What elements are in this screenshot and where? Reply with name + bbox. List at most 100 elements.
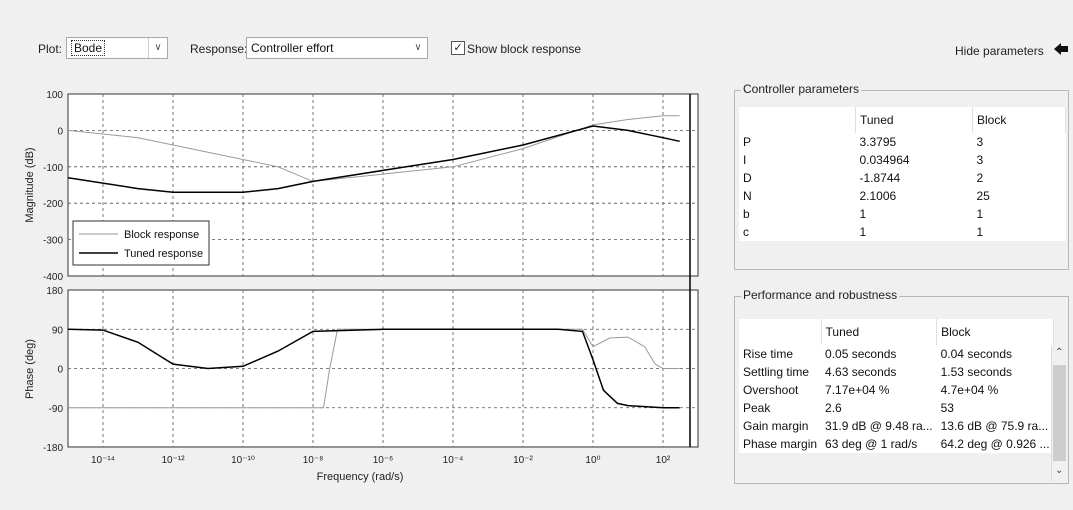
table-row: I 0.034964 3 bbox=[739, 151, 1066, 169]
table-row: Settling time 4.63 seconds 1.53 seconds bbox=[739, 363, 1054, 381]
x-tick-label: 10⁻⁸ bbox=[303, 455, 324, 466]
tuned-value: 2.6 bbox=[825, 401, 842, 415]
tuned-value: -1.8744 bbox=[859, 171, 901, 185]
chevron-down-icon: ∨ bbox=[414, 42, 422, 53]
x-tick-label: 10⁻¹⁰ bbox=[231, 455, 255, 466]
tuned-value: 7.17e+04 % bbox=[825, 383, 890, 397]
table-row: Peak 2.6 53 bbox=[739, 399, 1054, 417]
column-header bbox=[739, 107, 856, 133]
row-label: I bbox=[743, 153, 747, 167]
block-value: 25 bbox=[976, 189, 990, 203]
y-tick-label: 0 bbox=[57, 365, 63, 376]
tuned-value: 2.1006 bbox=[859, 189, 897, 203]
tuned-value: 31.9 dB @ 9.48 ra... bbox=[825, 419, 933, 433]
y-tick-label: 0 bbox=[57, 126, 63, 137]
series-line-block-response bbox=[68, 328, 680, 409]
tuned-value: 1 bbox=[859, 225, 867, 239]
y-tick-label: 100 bbox=[46, 90, 63, 101]
block-value: 0.04 seconds bbox=[940, 347, 1013, 361]
row-label: Rise time bbox=[743, 347, 794, 361]
tuned-value: 1 bbox=[859, 207, 867, 221]
scrollbar-thumb[interactable] bbox=[1053, 365, 1066, 461]
show-block-response-checkbox[interactable]: ✓ bbox=[451, 41, 465, 55]
tuned-value: 0.034964 bbox=[859, 153, 910, 167]
table-row: c 1 1 bbox=[739, 223, 1066, 241]
row-label: P bbox=[743, 135, 752, 149]
x-tick-label: 10⁻⁴ bbox=[443, 455, 464, 466]
column-header-block: Block bbox=[936, 319, 1055, 345]
performance-group: Performance and robustness Tuned Block R… bbox=[734, 288, 1069, 484]
tuned-value: 63 deg @ 1 rad/s bbox=[825, 437, 918, 451]
series-line-block-response bbox=[67, 115, 680, 182]
table-row: Gain margin 31.9 dB @ 9.48 ra... 13.6 dB @… bbox=[739, 417, 1054, 435]
response-value: Controller effort bbox=[251, 41, 334, 55]
hide-parameters-label: Hide parameters bbox=[955, 44, 1044, 58]
hide-parameters-button[interactable]: Hide parameters bbox=[955, 38, 1069, 58]
x-tick-label: 10⁻¹² bbox=[161, 455, 185, 466]
plot-label: Plot: bbox=[38, 42, 63, 56]
performance-title: Performance and robustness bbox=[741, 288, 900, 302]
controller-parameters-group: Controller parameters Tuned Block P 3.379… bbox=[734, 82, 1069, 270]
table-row: Rise time 0.05 seconds 0.04 seconds bbox=[739, 345, 1054, 363]
row-label: b bbox=[743, 207, 750, 221]
x-tick-label: 10⁻¹⁴ bbox=[91, 455, 115, 466]
row-label: Overshoot bbox=[743, 383, 799, 397]
frequency-xlabel: Frequency (rad/s) bbox=[317, 471, 404, 483]
row-label: Phase margin bbox=[743, 437, 818, 451]
x-tick-label: 10² bbox=[656, 455, 671, 466]
table-row: D -1.8744 2 bbox=[739, 169, 1066, 187]
caret-up-icon[interactable]: ⌃ bbox=[1055, 347, 1064, 358]
row-label: Peak bbox=[743, 401, 771, 415]
column-header-tuned: Tuned bbox=[855, 107, 973, 133]
block-value: 3 bbox=[976, 135, 984, 149]
legend-label-block: Block response bbox=[124, 229, 199, 241]
block-value: 4.7e+04 % bbox=[940, 383, 999, 397]
show-block-response-label: Show block response bbox=[467, 42, 582, 56]
response-dropdown[interactable]: Controller effort ∨ bbox=[246, 37, 428, 59]
x-tick-label: 10⁰ bbox=[585, 455, 600, 466]
y-tick-label: 180 bbox=[46, 286, 63, 297]
arrow-left-icon bbox=[1054, 43, 1069, 55]
row-label: Gain margin bbox=[743, 419, 809, 433]
block-value: 2 bbox=[976, 171, 984, 185]
row-label: Settling time bbox=[743, 365, 810, 379]
bode-plot-panel: 100 0 -100 -200 -300 -400 Magnitude (dB) 180 9… bbox=[20, 88, 710, 504]
table-row: b 1 1 bbox=[739, 205, 1066, 223]
tuned-value: 3.3795 bbox=[859, 135, 897, 149]
y-tick-label: -400 bbox=[43, 272, 63, 283]
bode-plot-svg: 100 0 -100 -200 -300 -400 Magnitude (dB) 180 9… bbox=[24, 90, 699, 483]
row-label: N bbox=[743, 189, 752, 203]
block-value: 53 bbox=[940, 401, 954, 415]
block-value: 64.2 deg @ 0.926 ... bbox=[940, 437, 1050, 451]
x-tick-label: 10⁻² bbox=[513, 455, 533, 466]
block-value: 13.6 dB @ 75.9 ra... bbox=[940, 419, 1049, 433]
chevron-down-icon: ∨ bbox=[148, 38, 167, 58]
block-value: 1 bbox=[976, 225, 984, 239]
legend: Block response Tuned response bbox=[72, 220, 210, 266]
table-row: P 3.3795 3 bbox=[739, 133, 1066, 151]
performance-scrollbar[interactable]: ⌃ ⌄ bbox=[1051, 345, 1067, 481]
column-header-block: Block bbox=[972, 107, 1066, 133]
block-value: 3 bbox=[976, 153, 984, 167]
legend-label-tuned: Tuned response bbox=[124, 248, 203, 260]
y-tick-label: -300 bbox=[43, 236, 63, 247]
y-tick-label: -90 bbox=[49, 404, 64, 415]
table-row: N 2.1006 25 bbox=[739, 187, 1066, 205]
performance-table: Tuned Block Rise time 0.05 seconds 0.04 se… bbox=[739, 319, 1055, 453]
column-header bbox=[739, 319, 822, 345]
controller-parameters-table: Tuned Block P 3.3795 3 I 0.034964 3 D -1.8744 2 N… bbox=[739, 107, 1066, 241]
row-label: D bbox=[743, 171, 752, 185]
plot-type-dropdown[interactable]: Bode ∨ bbox=[66, 37, 168, 59]
y-tick-label: 90 bbox=[52, 325, 64, 336]
row-label: c bbox=[743, 225, 749, 239]
series-line-tuned-response bbox=[67, 125, 680, 194]
controller-parameters-title: Controller parameters bbox=[741, 82, 862, 96]
plot-type-value: Bode bbox=[71, 40, 106, 56]
caret-down-icon[interactable]: ⌄ bbox=[1055, 465, 1064, 476]
y-tick-label: -200 bbox=[43, 199, 63, 210]
block-value: 1.53 seconds bbox=[940, 365, 1013, 379]
table-row: Phase margin 63 deg @ 1 rad/s 64.2 deg @ 0… bbox=[739, 435, 1054, 453]
tuned-value: 0.05 seconds bbox=[825, 347, 897, 361]
x-tick-label: 10⁻⁶ bbox=[373, 455, 394, 466]
series-line-tuned-response bbox=[67, 328, 680, 409]
